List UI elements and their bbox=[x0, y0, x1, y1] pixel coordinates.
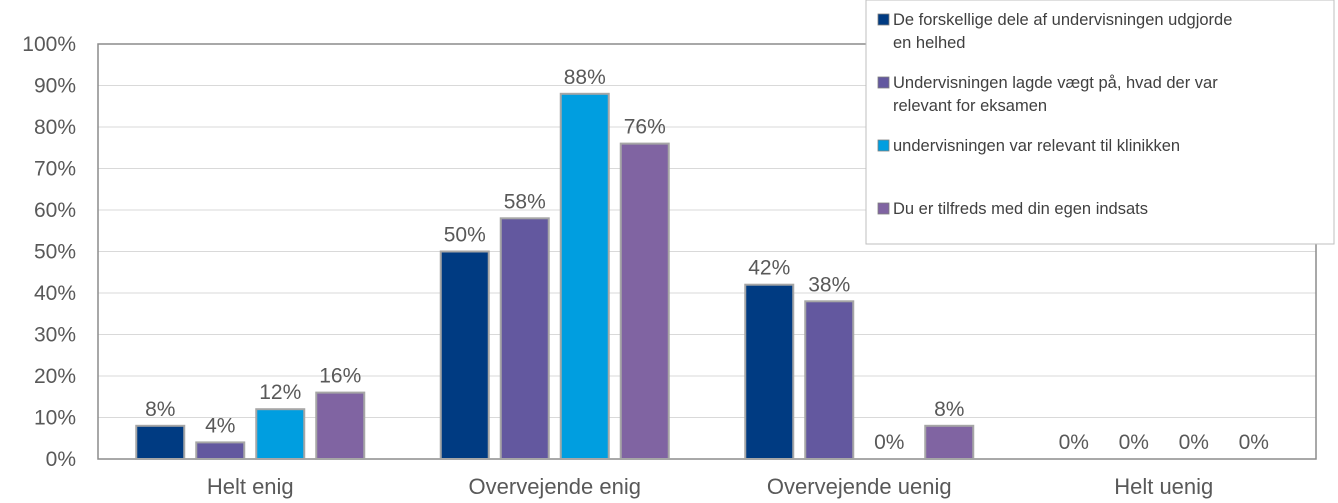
bar bbox=[439, 250, 490, 460]
y-tick-label: 60% bbox=[34, 199, 76, 222]
bar bbox=[619, 142, 670, 460]
plot-frame bbox=[97, 43, 1317, 460]
y-tick-label: 10% bbox=[34, 407, 76, 430]
data-label: 58% bbox=[504, 190, 546, 213]
legend-label: Undervisningen lagde vægt på, hvad der v… bbox=[893, 74, 1218, 92]
legend-swatch bbox=[877, 202, 890, 215]
legend-swatch bbox=[877, 76, 890, 89]
y-tick-label: 90% bbox=[34, 75, 76, 98]
data-label: 0% bbox=[874, 431, 904, 454]
data-label: 8% bbox=[934, 398, 964, 421]
category-labels: Helt enig Overvejende enig Overvejende uen… bbox=[207, 474, 1213, 499]
bar bbox=[255, 408, 306, 461]
data-label: 42% bbox=[748, 257, 790, 280]
category-label: Helt enig bbox=[207, 474, 294, 499]
category-label: Overvejende enig bbox=[469, 474, 641, 499]
y-tick-label: 70% bbox=[34, 158, 76, 181]
bar bbox=[924, 424, 975, 460]
y-axis-ticks: 0% 10% 20% 30% 40% 50% 60% 70% 80% 90% 100% bbox=[22, 33, 76, 471]
data-label: 0% bbox=[1239, 431, 1269, 454]
y-tick-label: 20% bbox=[34, 365, 76, 388]
legend-label: en helhed bbox=[893, 34, 966, 52]
data-label: 0% bbox=[1119, 431, 1149, 454]
legend-label: Du er tilfreds med din egen indsats bbox=[893, 200, 1148, 218]
data-label: 0% bbox=[1059, 431, 1089, 454]
data-label: 88% bbox=[564, 66, 606, 89]
data-label: 50% bbox=[444, 224, 486, 247]
data-label: 16% bbox=[319, 365, 361, 388]
legend-label: De forskellige dele af undervisningen ud… bbox=[893, 11, 1232, 29]
legend-box bbox=[865, 0, 1335, 245]
bar bbox=[195, 441, 246, 460]
y-tick-label: 30% bbox=[34, 324, 76, 347]
legend: De forskellige dele af undervisningen ud… bbox=[865, 0, 1335, 245]
category-label: Helt uenig bbox=[1114, 474, 1213, 499]
data-label: 4% bbox=[205, 414, 235, 437]
data-label: 76% bbox=[624, 116, 666, 139]
plot-area bbox=[97, 43, 1317, 460]
bar bbox=[804, 300, 855, 460]
y-tick-label: 50% bbox=[34, 241, 76, 264]
legend-label: undervisningen var relevant til klinikke… bbox=[893, 137, 1180, 155]
data-label: 12% bbox=[259, 381, 301, 404]
bar bbox=[135, 424, 186, 460]
legend-swatch bbox=[877, 13, 890, 26]
y-tick-label: 100% bbox=[22, 33, 76, 56]
category-label: Overvejende uenig bbox=[767, 474, 952, 499]
legend-label: relevant for eksamen bbox=[893, 97, 1047, 115]
bar bbox=[744, 283, 795, 461]
data-label: 0% bbox=[1179, 431, 1209, 454]
y-tick-label: 80% bbox=[34, 116, 76, 139]
bar bbox=[315, 391, 366, 461]
data-label: 38% bbox=[808, 273, 850, 296]
y-tick-label: 40% bbox=[34, 282, 76, 305]
data-label: 8% bbox=[145, 398, 175, 421]
bar bbox=[559, 92, 610, 461]
y-tick-label: 0% bbox=[46, 448, 76, 471]
bars bbox=[135, 92, 975, 461]
bar bbox=[499, 217, 550, 460]
data-labels: 8% 4% 12% 16% 50% 58% 88% 76% 42% 38% 0% 8% 0% 0% 0% 0% bbox=[145, 66, 1269, 454]
legend-swatch bbox=[877, 139, 890, 152]
